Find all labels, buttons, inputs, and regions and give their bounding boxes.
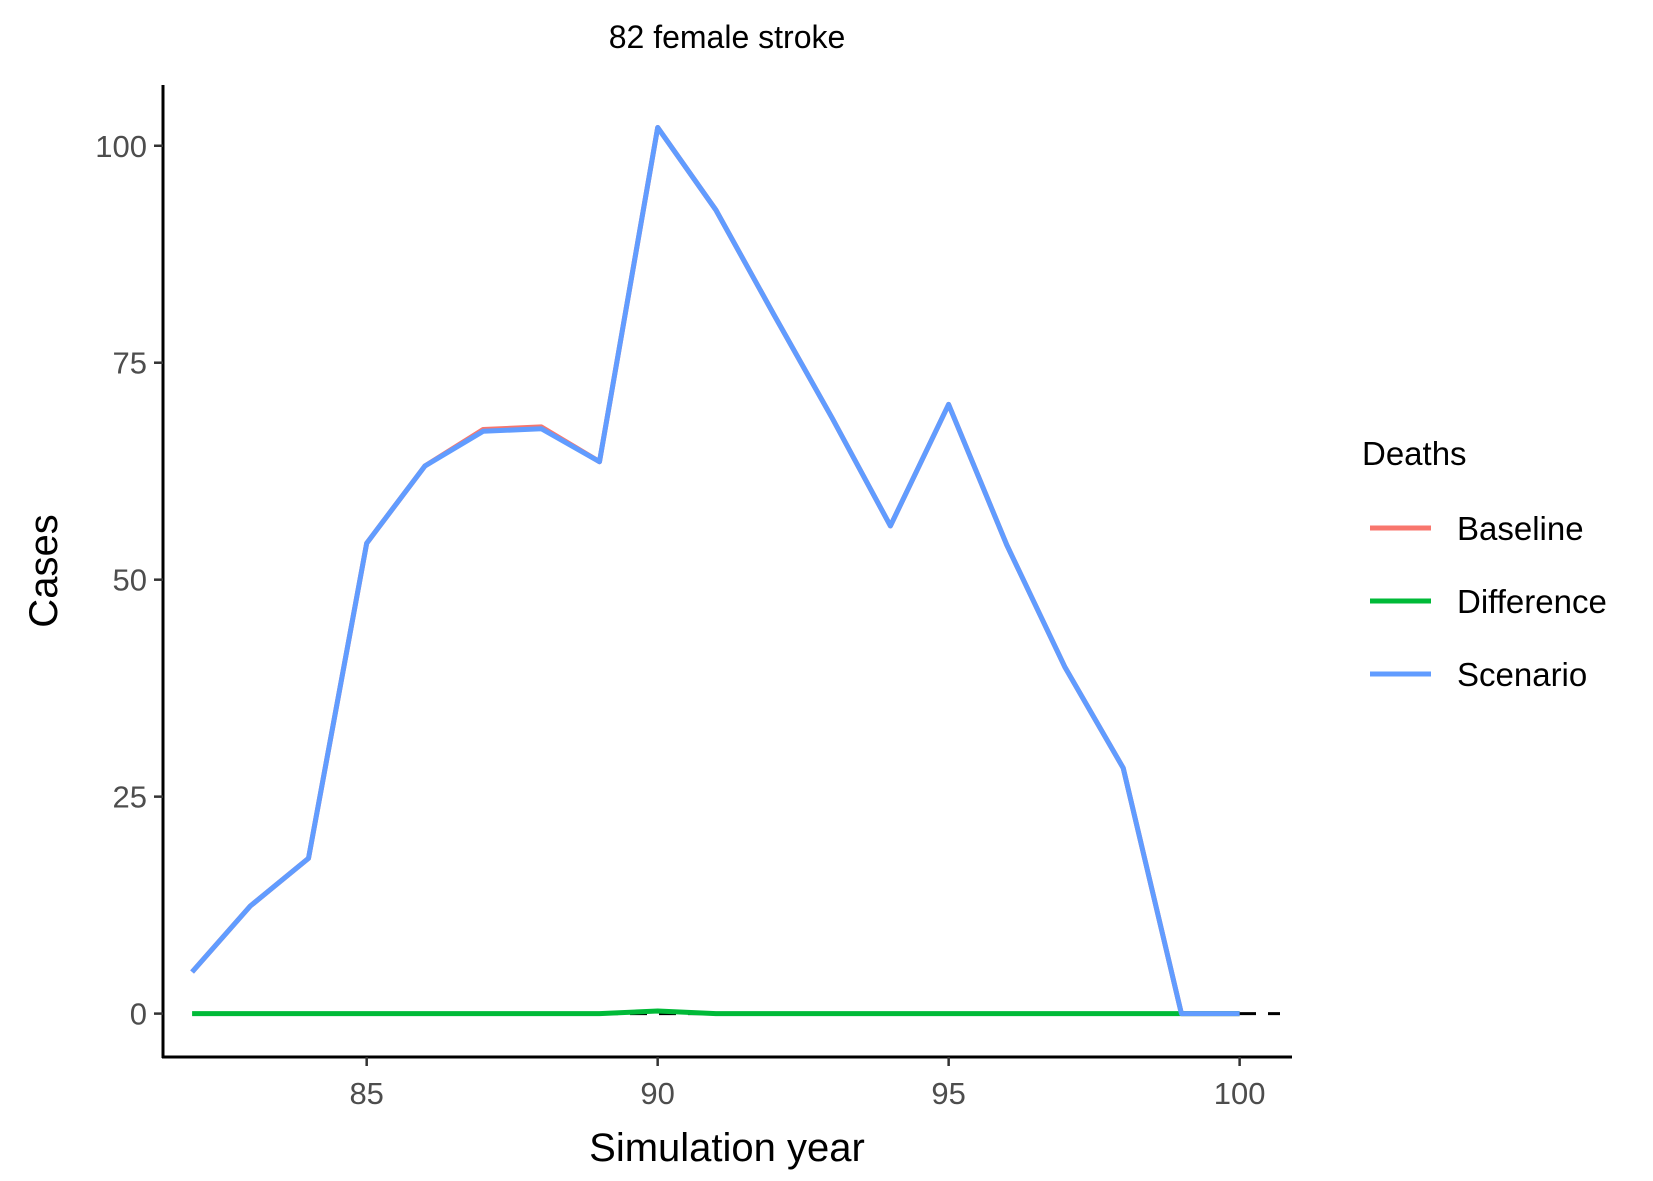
y-tick-label: 100 [95, 129, 147, 164]
chart-title: 82 female stroke [609, 19, 846, 55]
legend-label-difference: Difference [1457, 583, 1607, 620]
series-line-scenario [190, 125, 1240, 1017]
x-tick-label: 85 [349, 1076, 383, 1111]
y-tick-label: 25 [113, 780, 147, 815]
x-tick-label: 90 [640, 1076, 674, 1111]
y-axis-ticks: 0 25 50 75 100 [95, 129, 163, 1032]
plot-area [190, 125, 1280, 1017]
legend-label-baseline: Baseline [1457, 510, 1584, 547]
legend: Deaths Baseline Difference Scenario [1362, 435, 1607, 693]
legend-title: Deaths [1362, 435, 1467, 472]
x-axis-ticks: 85 90 95 100 [349, 1057, 1265, 1111]
y-tick-label: 0 [130, 997, 147, 1032]
series-line-baseline [190, 125, 1240, 1017]
y-tick-label: 75 [113, 346, 147, 381]
x-tick-label: 100 [1214, 1076, 1266, 1111]
x-axis-title: Simulation year [589, 1126, 865, 1170]
y-axis-title: Cases [22, 514, 66, 627]
series-line-difference [192, 1008, 1240, 1017]
legend-label-scenario: Scenario [1457, 656, 1587, 693]
y-tick-label: 50 [113, 563, 147, 598]
x-tick-label: 95 [931, 1076, 965, 1111]
